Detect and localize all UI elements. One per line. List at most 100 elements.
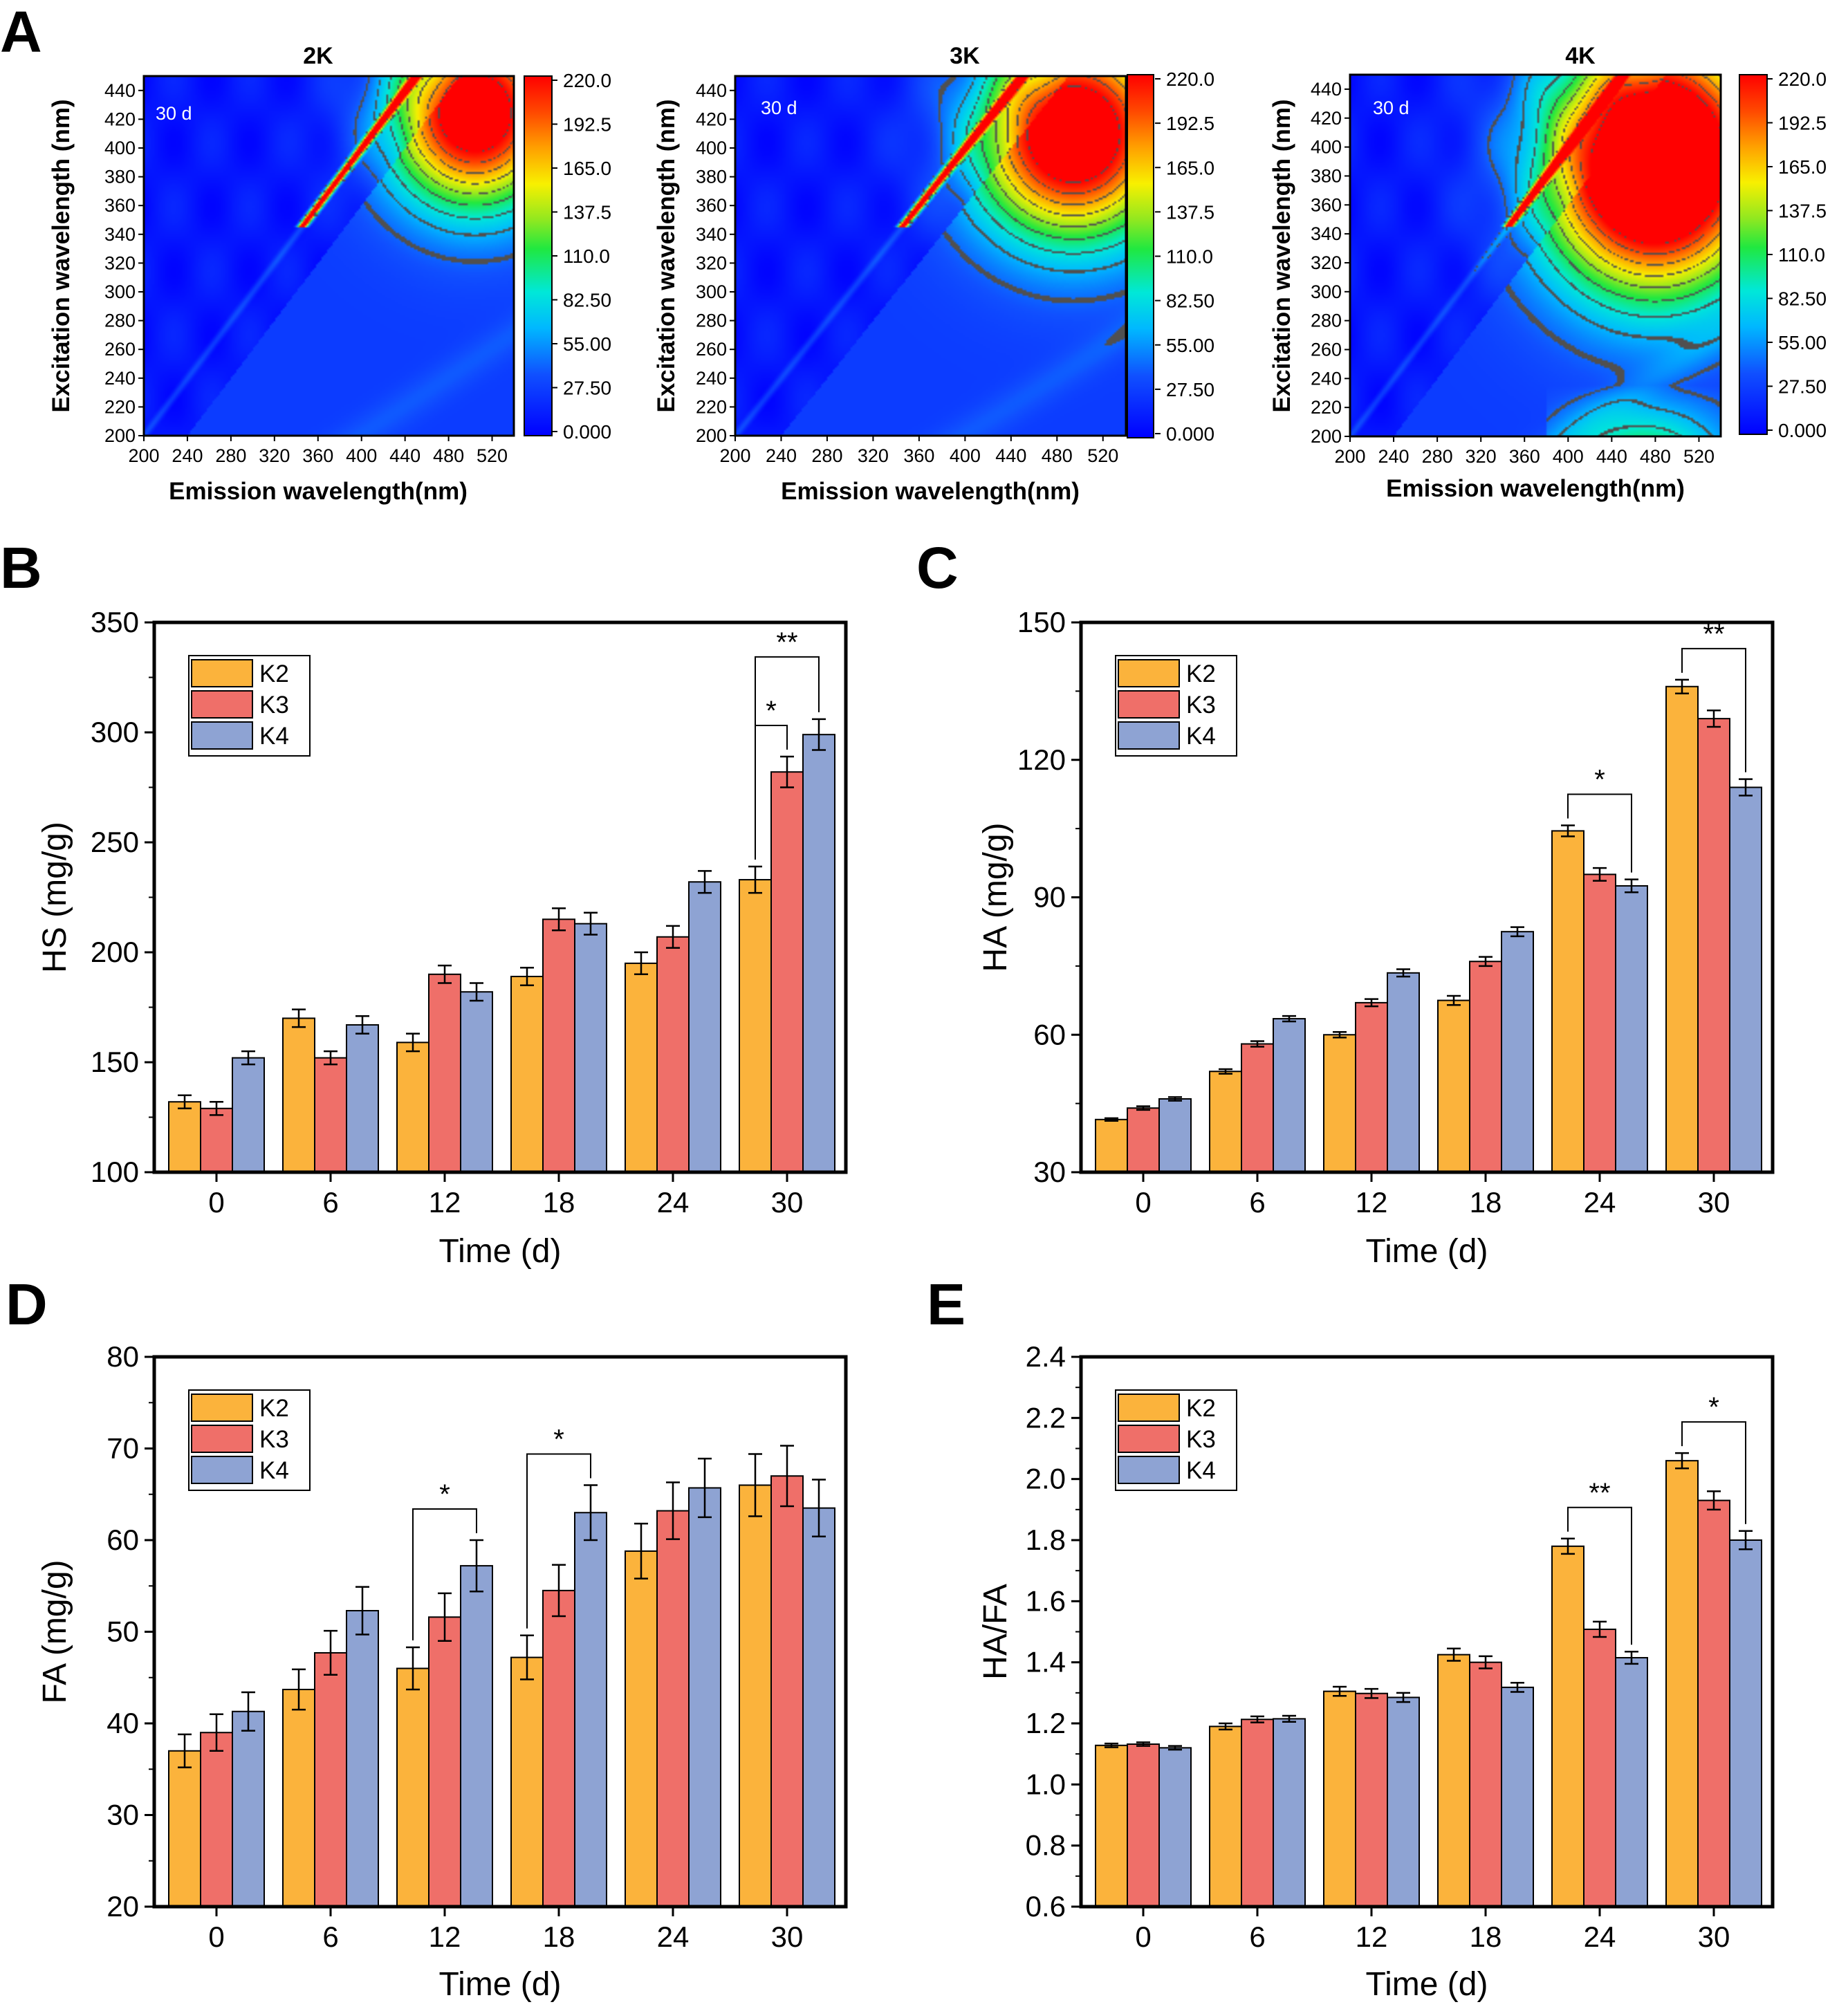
bar-k2 — [1095, 1744, 1128, 1908]
colorbar-tick-label: 137.5 — [1166, 201, 1214, 223]
legend-label: K3 — [259, 692, 289, 719]
x-tick-label: 18 — [1470, 1920, 1502, 1953]
bar-k3 — [1355, 1692, 1388, 1907]
x-axis-title: Time (d) — [1366, 1233, 1488, 1270]
colorbar-tick-label: 55.00 — [1778, 332, 1827, 353]
y-tick-label: 120 — [1017, 743, 1066, 776]
eem-panel-2k: 2K 30 d 200 240 280 320 360 400 440 480 520 200 22… — [48, 43, 611, 505]
significance-label: ** — [776, 627, 797, 658]
bar-k3 — [1469, 1661, 1502, 1908]
bar-chart-hs: 100 150 200 250 300 350 0 6 12 18 24 30 Time (d) HS (… — [37, 606, 848, 1270]
x-tick-label: 400 — [346, 445, 377, 466]
colorbar-tick-label: 27.50 — [563, 378, 611, 399]
bar-k4 — [688, 1487, 721, 1908]
y-tick-label: 220 — [1311, 397, 1342, 418]
colorbar-tick-label: 110.0 — [563, 246, 610, 267]
colorbar-tick-label: 165.0 — [1166, 157, 1214, 178]
bar-k4 — [574, 1512, 607, 1907]
legend-swatch-k2 — [1118, 659, 1180, 687]
bar-k4 — [346, 1024, 379, 1173]
x-tick-label: 440 — [995, 445, 1026, 466]
bar-k2 — [739, 879, 772, 1174]
x-tick-label: 200 — [1334, 446, 1365, 467]
y-tick-label: 240 — [696, 368, 727, 389]
y-tick-label: 440 — [104, 80, 136, 101]
x-axis-title: Time (d) — [439, 1233, 562, 1270]
y-tick-label: 90 — [1033, 881, 1066, 914]
bar-k2 — [1437, 1654, 1470, 1907]
x-tick-label: 360 — [1509, 446, 1540, 467]
x-tick-label: 360 — [903, 445, 934, 466]
y-tick-label: 70 — [107, 1432, 139, 1465]
colorbar-tick-label: 27.50 — [1778, 376, 1827, 398]
x-tick-label: 24 — [657, 1920, 690, 1953]
y-tick-label: 200 — [91, 936, 139, 968]
panel-letter-b: B — [0, 535, 42, 600]
y-tick-label: 220 — [104, 396, 136, 417]
bar-k3 — [314, 1057, 347, 1174]
bar-k2 — [1665, 1460, 1699, 1908]
bar-k2 — [625, 962, 658, 1174]
y-tick-label: 300 — [104, 281, 136, 302]
y-tick-label: 400 — [696, 138, 727, 158]
colorbar-tick-label: 137.5 — [1778, 201, 1827, 222]
legend-swatch-k4 — [191, 1456, 253, 1484]
significance-label: * — [553, 1425, 564, 1455]
significance-label: * — [1594, 764, 1605, 795]
colorbar-ticks: 0.000 27.50 55.00 82.50 110.0 137.5 165.0 192.5… — [552, 70, 611, 443]
y-tick-label: 300 — [91, 716, 139, 748]
colorbar — [1127, 74, 1154, 438]
y-axis-title: FA (mg/g) — [37, 1559, 73, 1703]
bar-k2 — [1551, 1545, 1584, 1907]
x-tick-label: 240 — [766, 445, 797, 466]
x-tick-label: 12 — [429, 1920, 461, 1953]
y-tick-label: 1.0 — [1026, 1768, 1066, 1800]
significance-label: * — [1708, 1392, 1719, 1423]
bar-chart-ha: 30 60 90 120 150 0 6 12 18 24 30 Time (d) HA (mg/g) K… — [977, 606, 1775, 1270]
legend-label: K2 — [259, 660, 289, 687]
x-tick-label: 18 — [543, 1920, 575, 1953]
y-tick-label: 200 — [104, 425, 136, 446]
bar-k2 — [168, 1101, 201, 1173]
y-tick-label: 380 — [104, 167, 136, 187]
y-tick-label: 280 — [104, 311, 136, 331]
x-axis-title: Emission wavelength(nm) — [781, 478, 1080, 505]
bar-k3 — [1583, 1628, 1616, 1907]
y-tick-label: 380 — [1311, 165, 1342, 186]
x-tick-label: 280 — [1422, 446, 1453, 467]
y-tick-label: 240 — [104, 368, 136, 389]
bracket-line — [1681, 647, 1746, 772]
x-tick-label: 6 — [322, 1920, 338, 1953]
y-axis-title: Excitation wavelength (nm) — [653, 99, 680, 412]
bar-k4 — [802, 1507, 835, 1907]
y-tick-label: 1.4 — [1026, 1646, 1066, 1678]
legend-label: K4 — [259, 1457, 289, 1484]
bar-k3 — [1583, 873, 1616, 1173]
bar-k4 — [1273, 1018, 1306, 1173]
bracket-line — [526, 1453, 591, 1629]
legend-label: K3 — [1186, 1426, 1216, 1453]
eem-panel-4k: 4K 30 d 200 240 280 320 360 400 440 480 520 200 22… — [1268, 43, 1827, 502]
bar-k4 — [1387, 1696, 1420, 1907]
eem-panel-3k: 3K 30 d 200 240 280 320 360 400 440 480 520 200 22… — [653, 43, 1214, 505]
x-tick-label: 400 — [950, 445, 981, 466]
inset-label: 30 d — [1373, 98, 1410, 118]
y-tick-label: 300 — [696, 281, 727, 302]
y-tick-label: 100 — [91, 1156, 139, 1188]
x-tick-label: 240 — [172, 445, 203, 466]
colorbar-tick-label: 110.0 — [1166, 246, 1213, 268]
legend: K2 K3 K4 — [188, 655, 311, 757]
colorbar-tick-label: 220.0 — [1166, 68, 1214, 90]
x-tick-label: 24 — [1584, 1186, 1616, 1219]
x-tick-label: 24 — [1584, 1920, 1616, 1953]
bar-k3 — [770, 771, 804, 1173]
bar-k3 — [542, 918, 575, 1174]
contour-title: 2K — [303, 43, 333, 69]
x-tick-label: 280 — [811, 445, 842, 466]
legend-label: K4 — [1186, 1457, 1216, 1484]
bar-k4 — [1729, 786, 1762, 1173]
x-tick-label: 0 — [208, 1186, 224, 1219]
legend-label: K4 — [1186, 723, 1216, 750]
plot-frame — [142, 75, 515, 437]
significance-bracket: ** — [1681, 619, 1746, 772]
